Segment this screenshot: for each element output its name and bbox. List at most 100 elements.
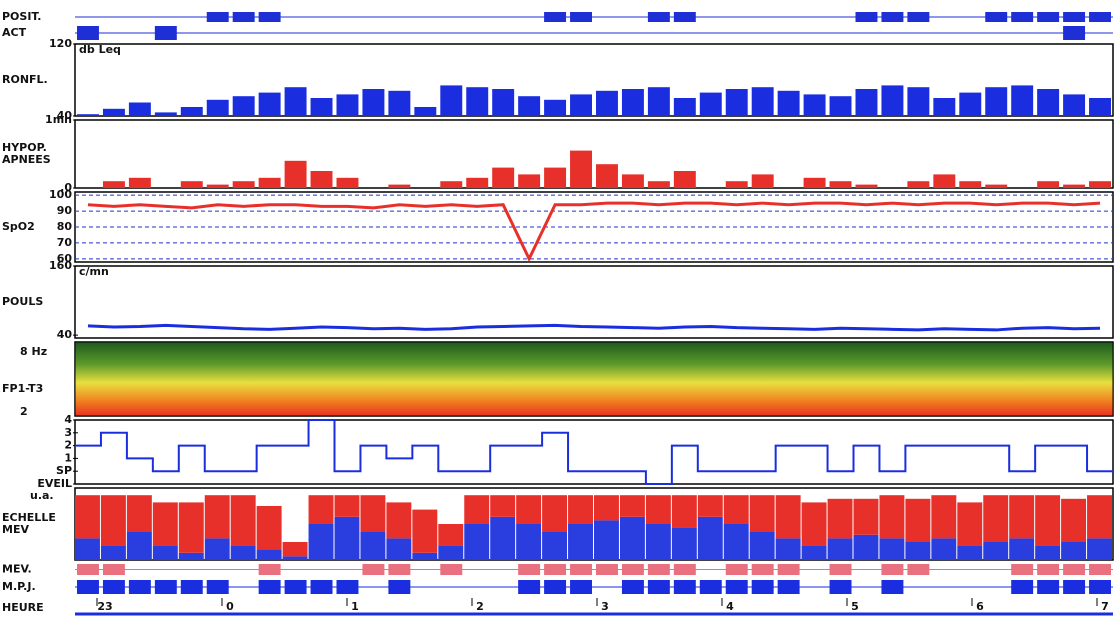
bar: [803, 94, 826, 116]
bar: [336, 177, 359, 188]
stack-segment: [749, 531, 775, 560]
y-tick-label: 90: [57, 204, 73, 217]
bar: [310, 171, 333, 188]
event: [985, 12, 1008, 22]
bar: [1063, 184, 1086, 188]
hour-label: 7: [1101, 600, 1109, 613]
stack-segment: [853, 498, 879, 535]
stack-segment: [775, 538, 801, 560]
event: [777, 580, 800, 594]
stack-segment: [412, 552, 438, 560]
trace: [87, 323, 1101, 332]
y-tick-label: .0: [60, 181, 72, 194]
channel-label: POULS: [2, 295, 43, 308]
panel-frame: [74, 419, 1114, 485]
bar: [855, 184, 878, 188]
channel-label: MEV: [2, 523, 29, 536]
bar: [959, 92, 982, 116]
bar: [180, 181, 203, 188]
stack-segment: [256, 549, 282, 560]
stack-segment: [178, 502, 204, 553]
y-tick-label: 100: [49, 188, 72, 201]
channel-label: SpO2: [2, 220, 35, 233]
bar: [1089, 181, 1111, 188]
channel-label: ACT: [2, 26, 27, 39]
stack-segment: [905, 542, 931, 560]
event: [440, 564, 463, 575]
bar: [829, 96, 852, 116]
stack-segment: [568, 524, 593, 560]
channel-label: M.P.J.: [2, 580, 36, 593]
bar: [102, 181, 125, 188]
event: [336, 580, 359, 594]
stack-segment: [983, 542, 1009, 560]
event: [1037, 12, 1060, 22]
event: [388, 564, 411, 575]
bar: [466, 177, 489, 188]
stack-segment: [282, 542, 308, 557]
hypnogram: [75, 419, 1113, 485]
event: [621, 580, 644, 594]
bar: [518, 96, 541, 116]
event: [518, 580, 541, 594]
event: [725, 580, 748, 594]
bar: [933, 98, 956, 116]
event: [570, 580, 592, 594]
bar: [647, 87, 670, 116]
hour-label: 6: [976, 600, 984, 613]
stack-segment: [594, 495, 619, 521]
stack-segment: [879, 495, 905, 539]
event: [829, 564, 852, 575]
bar: [284, 160, 307, 188]
y-tick-label: 40: [57, 328, 73, 341]
bar: [258, 92, 281, 116]
bar: [518, 174, 541, 188]
panel-frame: [74, 265, 1114, 339]
event: [855, 12, 878, 22]
stack-segment: [178, 552, 204, 560]
hour-label: 4: [726, 600, 734, 613]
stack-segment: [490, 516, 516, 560]
bar: [440, 85, 463, 116]
stack-segment: [100, 545, 126, 560]
event: [699, 580, 722, 594]
event: [673, 580, 696, 594]
event: [258, 564, 281, 575]
stack-segment: [386, 502, 412, 539]
stack-segment: [1087, 495, 1112, 539]
bar: [102, 108, 125, 116]
bar: [154, 112, 177, 116]
bar: [1037, 89, 1060, 116]
event: [881, 580, 904, 594]
channel-label: HYPOP.: [2, 141, 47, 154]
channel-label: POSIT.: [2, 10, 41, 23]
event: [673, 564, 696, 575]
event: [751, 564, 774, 575]
time-axis-label: HEURE: [2, 601, 44, 614]
event: [544, 580, 567, 594]
y-tick-label: 120: [49, 37, 72, 50]
y-tick-label: 1mn: [45, 113, 72, 126]
bar: [673, 171, 696, 188]
event: [881, 12, 904, 22]
event: [725, 564, 748, 575]
event: [1037, 564, 1060, 575]
stack-segment: [879, 538, 905, 560]
event: [180, 580, 203, 594]
panel-frame: [74, 43, 1114, 117]
stack-segment: [464, 524, 490, 560]
stack-segment: [775, 495, 801, 539]
stack-segment: [334, 516, 360, 560]
event: [544, 564, 567, 575]
unit-label: u.a.: [30, 489, 54, 502]
y-tick-label: 80: [57, 220, 73, 233]
stack-segment: [697, 495, 723, 517]
y-tick-label: 60: [57, 252, 73, 265]
stack-segment: [619, 516, 645, 560]
event: [388, 580, 411, 594]
bar: [855, 89, 878, 116]
event: [1011, 564, 1034, 575]
stack-segment: [230, 545, 256, 560]
bar: [310, 98, 333, 116]
event: [77, 564, 99, 575]
